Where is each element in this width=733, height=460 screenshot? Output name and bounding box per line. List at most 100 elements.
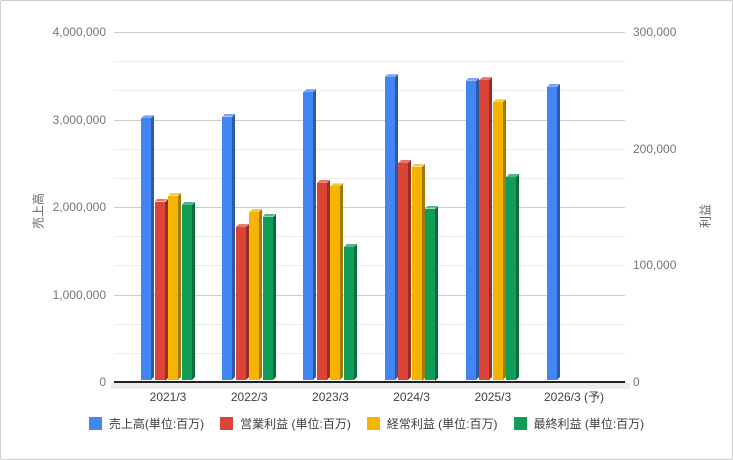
bar-revenue-2021-3[interactable] (141, 115, 154, 380)
major-gridline (114, 207, 625, 208)
minor-gridline (114, 90, 625, 92)
left-axis-title: 売上高 (31, 192, 46, 230)
bar-front-face (154, 201, 165, 380)
bar-front-face (547, 86, 557, 380)
bar-operating-profit-2025-3[interactable] (479, 77, 493, 380)
bar-front-face (303, 92, 314, 380)
bar-top-face (168, 192, 181, 196)
bar-revenue-2025-3[interactable] (465, 77, 479, 380)
bar-ordinary-profit-2024-3[interactable] (411, 163, 425, 380)
bar-top-face (262, 213, 276, 217)
bar-net-profit-2025-3[interactable] (506, 174, 520, 380)
bar-front-face (181, 205, 192, 380)
bar-top-face (425, 205, 439, 209)
bar-operating-profit-2023-3[interactable] (316, 179, 330, 380)
bar-side-face (557, 83, 560, 380)
left-axis-tick-label: 4,000,000 (52, 25, 106, 39)
x-axis-label: 2023/3 (312, 390, 349, 404)
bar-ordinary-profit-2021-3[interactable] (168, 192, 181, 380)
legend: 売上高(単位:百万) 営業利益 (単位:百万) 経常利益 (単位:百万) 最終利益 (… (1, 415, 732, 432)
legend-label-operating-profit: 営業利益 (単位:百万) (240, 417, 351, 431)
bar-side-face (516, 174, 520, 380)
bar-front-face (262, 216, 273, 380)
bar-top-face (343, 244, 357, 247)
chart-3d-floor (111, 383, 630, 389)
bar-front-face (411, 166, 422, 380)
x-axis-label: 2022/3 (230, 390, 268, 404)
bar-front-face (492, 102, 503, 380)
bar-revenue-2022-3[interactable] (222, 113, 236, 380)
x-axis-label: 2025/3 (474, 390, 512, 404)
bar-operating-profit-2021-3[interactable] (154, 198, 168, 380)
bar-front-face (316, 182, 327, 380)
bar-top-face (222, 113, 236, 117)
bar-top-face (303, 89, 317, 93)
legend-label-revenue: 売上高(単位:百万) (108, 417, 205, 431)
bar-revenue-2024-3[interactable] (384, 74, 398, 380)
bar-top-face (465, 77, 479, 81)
minor-gridline (114, 177, 625, 179)
minor-gridline (114, 323, 625, 325)
bar-top-face (181, 202, 195, 205)
left-axis-tick-label: 3,000,000 (52, 112, 106, 127)
legend-item-operating-profit: 営業利益 (単位:百万) (220, 415, 351, 432)
bar-top-face (398, 160, 412, 163)
minor-gridline (114, 148, 625, 150)
bar-side-face (272, 213, 276, 380)
bar-top-face (235, 224, 249, 228)
bar-net-profit-2022-3[interactable] (262, 213, 276, 380)
bar-net-profit-2024-3[interactable] (425, 205, 439, 380)
bar-top-face (506, 174, 520, 177)
x-axis-label: 2024/3 (393, 390, 430, 404)
bar-side-face (191, 202, 195, 380)
bar-net-profit-2021-3[interactable] (181, 202, 195, 380)
minor-gridline (114, 236, 625, 238)
bar-front-face (168, 195, 178, 380)
bar-revenue-2026-3----[interactable] (547, 83, 560, 380)
bar-front-face (465, 80, 476, 380)
bar-front-face (506, 177, 517, 380)
bar-top-face (492, 99, 506, 103)
bar-side-face (353, 244, 357, 380)
bar-front-face (398, 163, 409, 380)
bar-front-face (343, 247, 354, 380)
legend-swatch-net-profit (513, 417, 527, 430)
minor-gridline (114, 61, 625, 63)
x-axis-baseline (114, 381, 625, 383)
bar-front-face (330, 186, 341, 380)
bar-front-face (425, 208, 436, 380)
x-axis-label: 2021/3 (149, 390, 187, 404)
major-gridline (114, 294, 625, 296)
major-gridline (114, 32, 625, 33)
bar-ordinary-profit-2025-3[interactable] (492, 99, 506, 380)
bar-operating-profit-2022-3[interactable] (235, 224, 249, 380)
minor-gridline (114, 265, 625, 267)
bar-ordinary-profit-2023-3[interactable] (330, 183, 344, 380)
bar-top-face (141, 115, 154, 119)
right-axis-tick-label: 200,000 (633, 141, 677, 156)
legend-swatch-revenue (88, 417, 102, 430)
right-axis-tick-label: 100,000 (633, 258, 677, 273)
right-axis-tick-label: 0 (633, 375, 640, 389)
legend-item-revenue: 売上高(単位:百万) (88, 415, 205, 432)
legend-swatch-ordinary-profit (366, 417, 380, 430)
bar-front-face (222, 116, 233, 380)
bar-top-face (411, 163, 425, 167)
bar-front-face (479, 80, 490, 380)
bar-top-face (316, 179, 330, 183)
bar-operating-profit-2024-3[interactable] (398, 160, 412, 380)
legend-label-ordinary-profit: 経常利益 (単位:百万) (386, 417, 498, 431)
bar-top-face (547, 83, 560, 87)
major-gridline (114, 119, 625, 121)
bar-top-face (154, 198, 168, 202)
bar-front-face (141, 118, 151, 380)
bar-revenue-2023-3[interactable] (303, 89, 317, 380)
legend-label-net-profit: 最終利益 (単位:百万) (533, 417, 645, 431)
right-axis-title: 利益 (698, 203, 713, 229)
bar-ordinary-profit-2022-3[interactable] (249, 209, 263, 380)
minor-gridline (114, 352, 625, 354)
left-axis-tick-label: 1,000,000 (52, 287, 106, 302)
bar-front-face (384, 77, 395, 380)
bar-net-profit-2023-3[interactable] (343, 244, 357, 380)
bar-top-face (249, 209, 263, 212)
